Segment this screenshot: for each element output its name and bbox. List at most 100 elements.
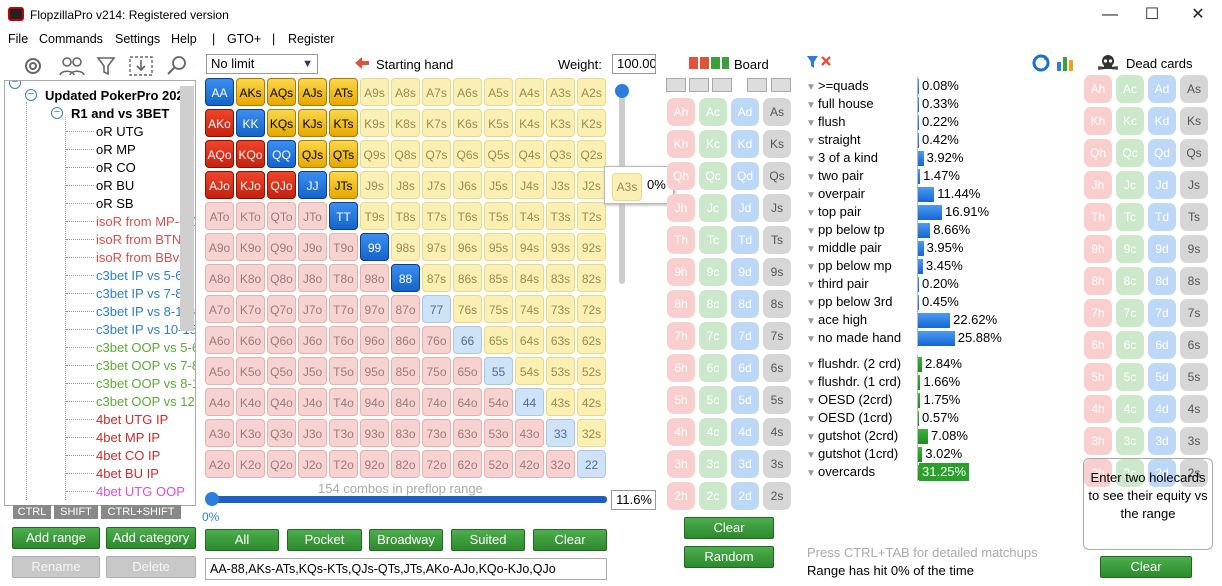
hand-cell-T2o[interactable]: T2o bbox=[329, 450, 358, 478]
dead-card-Ac[interactable]: Ac bbox=[1116, 75, 1144, 103]
hand-cell-K4o[interactable]: K4o bbox=[236, 388, 265, 416]
tree-item[interactable]: 4bet UTG OOP bbox=[96, 484, 185, 499]
board-card-7s[interactable]: 7s bbox=[763, 322, 791, 350]
tree-folder[interactable]: R1 and vs 3BET bbox=[71, 106, 170, 121]
hand-cell-83o[interactable]: 83o bbox=[391, 419, 420, 447]
hand-cell-T7o[interactable]: T7o bbox=[329, 295, 358, 323]
stat-row[interactable]: ▼ top pair bbox=[806, 203, 861, 221]
board-card-8c[interactable]: 8c bbox=[699, 290, 727, 318]
board-card-5d[interactable]: 5d bbox=[731, 386, 759, 414]
hand-cell-93o[interactable]: 93o bbox=[360, 419, 389, 447]
stat-row[interactable]: ▼ no made hand bbox=[806, 329, 901, 347]
dead-card-Kd[interactable]: Kd bbox=[1148, 107, 1176, 135]
hand-cell-74s[interactable]: 74s bbox=[515, 295, 544, 323]
dead-card-6h[interactable]: 6h bbox=[1084, 331, 1112, 359]
hand-cell-32s[interactable]: 32s bbox=[577, 419, 606, 447]
hand-cell-Q6o[interactable]: Q6o bbox=[267, 326, 296, 354]
hand-cell-J3o[interactable]: J3o bbox=[298, 419, 327, 447]
filter-icon[interactable]: ▼ bbox=[806, 414, 816, 425]
hand-cell-J4o[interactable]: J4o bbox=[298, 388, 327, 416]
hand-cell-93s[interactable]: 93s bbox=[546, 233, 575, 261]
hand-cell-44[interactable]: 44 bbox=[515, 388, 544, 416]
hand-cell-75s[interactable]: 75s bbox=[484, 295, 513, 323]
hand-matrix[interactable]: AA AKs AQs AJs ATs A9s A8s A7s A6s A5s A4s A3s A2s AK… bbox=[205, 78, 607, 480]
tree-item[interactable]: c3bet OOP vs 7-8 bbox=[96, 358, 196, 373]
hand-cell-42s[interactable]: 42s bbox=[577, 388, 606, 416]
dead-clear-button[interactable]: Clear bbox=[1100, 556, 1192, 578]
dead-card-4d[interactable]: 4d bbox=[1148, 395, 1176, 423]
collapse-icon[interactable]: − bbox=[9, 81, 21, 89]
filter-icon[interactable]: ▼ bbox=[806, 226, 816, 237]
filter-icon[interactable]: ▼ bbox=[806, 450, 816, 461]
stat-row[interactable]: ▼ pp below 3rd bbox=[806, 293, 892, 311]
dead-card-9h[interactable]: 9h bbox=[1084, 235, 1112, 263]
hand-cell-92s[interactable]: 92s bbox=[577, 233, 606, 261]
hand-cell-KQo[interactable]: KQo bbox=[236, 140, 265, 168]
hand-cell-84s[interactable]: 84s bbox=[515, 264, 544, 292]
hand-cell-A3o[interactable]: A3o bbox=[205, 419, 234, 447]
board-card-8h[interactable]: 8h bbox=[667, 290, 695, 318]
board-card-Td[interactable]: Td bbox=[731, 226, 759, 254]
hand-cell-AJo[interactable]: AJo bbox=[205, 171, 234, 199]
board-card-Ac[interactable]: Ac bbox=[699, 98, 727, 126]
hand-cell-Q9s[interactable]: Q9s bbox=[360, 140, 389, 168]
board-card-6c[interactable]: 6c bbox=[699, 354, 727, 382]
dead-card-Ks[interactable]: Ks bbox=[1180, 107, 1208, 135]
stat-row[interactable]: ▼ flushdr. (2 crd) bbox=[806, 355, 901, 373]
stat-row[interactable]: ▼ overcards bbox=[806, 463, 875, 481]
range-tree[interactable]: − − Updated PokerPro 2021 c − R1 and vs … bbox=[4, 80, 196, 506]
filter-icon[interactable]: ▼ bbox=[806, 190, 816, 201]
hand-cell-AA[interactable]: AA bbox=[205, 78, 234, 106]
hand-cell-AQo[interactable]: AQo bbox=[205, 140, 234, 168]
board-card-3s[interactable]: 3s bbox=[763, 450, 791, 478]
filter-icon[interactable]: ▼ bbox=[806, 118, 816, 129]
hand-cell-87s[interactable]: 87s bbox=[422, 264, 451, 292]
board-card-9d[interactable]: 9d bbox=[731, 258, 759, 286]
tree-item[interactable]: oR UTG bbox=[96, 124, 144, 139]
maximize-button[interactable]: ☐ bbox=[1144, 6, 1160, 23]
hand-cell-77[interactable]: 77 bbox=[422, 295, 451, 323]
hand-cell-JJ[interactable]: JJ bbox=[298, 171, 327, 199]
hand-cell-72o[interactable]: 72o bbox=[422, 450, 451, 478]
dead-card-7h[interactable]: 7h bbox=[1084, 299, 1112, 327]
stat-row[interactable]: ▼ 3 of a kind bbox=[806, 149, 878, 167]
hand-cell-Q4o[interactable]: Q4o bbox=[267, 388, 296, 416]
board-card-Qs[interactable]: Qs bbox=[763, 162, 791, 190]
board-card-Ah[interactable]: Ah bbox=[667, 98, 695, 126]
filter-icon[interactable]: ▼ bbox=[806, 208, 816, 219]
hand-cell-A4s[interactable]: A4s bbox=[515, 78, 544, 106]
board-card-4s[interactable]: 4s bbox=[763, 418, 791, 446]
board-card-5c[interactable]: 5c bbox=[699, 386, 727, 414]
menu-settings[interactable]: Settings bbox=[115, 32, 161, 46]
stat-row[interactable]: ▼ pp below tp bbox=[806, 221, 885, 239]
board-card-6s[interactable]: 6s bbox=[763, 354, 791, 382]
dead-card-3c[interactable]: 3c bbox=[1116, 427, 1144, 455]
filter-icon[interactable]: ▼ bbox=[806, 154, 816, 165]
hand-cell-A2o[interactable]: A2o bbox=[205, 450, 234, 478]
hand-cell-T6s[interactable]: T6s bbox=[453, 202, 482, 230]
hand-cell-98o[interactable]: 98o bbox=[360, 264, 389, 292]
hand-cell-ATo[interactable]: ATo bbox=[205, 202, 234, 230]
dead-card-4c[interactable]: 4c bbox=[1116, 395, 1144, 423]
menu-file[interactable]: File bbox=[8, 32, 29, 46]
hand-cell-KTo[interactable]: KTo bbox=[236, 202, 265, 230]
board-card-2h[interactable]: 2h bbox=[667, 482, 695, 510]
hand-cell-Q8s[interactable]: Q8s bbox=[391, 140, 420, 168]
board-card-8s[interactable]: 8s bbox=[763, 290, 791, 318]
search-icon[interactable] bbox=[164, 54, 190, 78]
dead-card-Qh[interactable]: Qh bbox=[1084, 139, 1112, 167]
dead-card-Jh[interactable]: Jh bbox=[1084, 171, 1112, 199]
stat-row[interactable]: ▼ third pair bbox=[806, 275, 869, 293]
board-card-2c[interactable]: 2c bbox=[699, 482, 727, 510]
board-card-9c[interactable]: 9c bbox=[699, 258, 727, 286]
dead-card-5d[interactable]: 5d bbox=[1148, 363, 1176, 391]
hand-cell-KQs[interactable]: KQs bbox=[267, 109, 296, 137]
stat-row[interactable]: ▼ straight bbox=[806, 131, 861, 149]
board-card-7d[interactable]: 7d bbox=[731, 322, 759, 350]
dead-card-Kc[interactable]: Kc bbox=[1116, 107, 1144, 135]
filter-icon[interactable]: ▼ bbox=[806, 334, 816, 345]
stat-row[interactable]: ▼ middle pair bbox=[806, 239, 882, 257]
dead-card-Tc[interactable]: Tc bbox=[1116, 203, 1144, 231]
tree-item[interactable]: isoR from MP-CO bbox=[96, 214, 196, 229]
tree-item[interactable]: c3bet IP vs 5-6% bbox=[96, 268, 195, 283]
